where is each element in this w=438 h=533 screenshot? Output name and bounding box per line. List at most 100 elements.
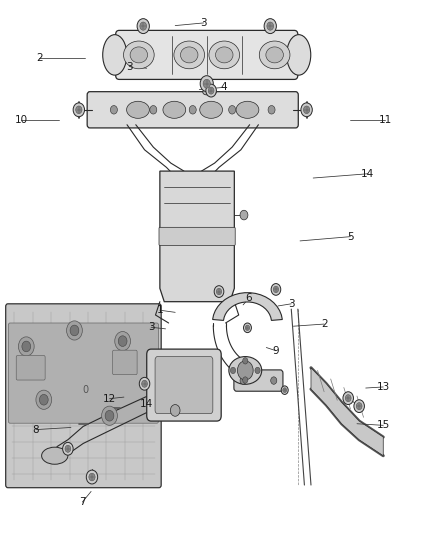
Circle shape — [118, 336, 127, 346]
Text: 12: 12 — [103, 394, 116, 403]
Ellipse shape — [163, 101, 186, 118]
FancyBboxPatch shape — [6, 304, 161, 488]
Text: 5: 5 — [347, 232, 354, 241]
Text: 10: 10 — [14, 116, 28, 125]
Circle shape — [102, 406, 117, 425]
Circle shape — [240, 210, 248, 220]
FancyBboxPatch shape — [159, 227, 235, 245]
Circle shape — [240, 377, 246, 384]
Ellipse shape — [209, 41, 240, 69]
FancyBboxPatch shape — [206, 90, 216, 93]
Ellipse shape — [180, 47, 198, 63]
Circle shape — [230, 367, 236, 374]
Circle shape — [63, 442, 73, 455]
FancyBboxPatch shape — [16, 356, 45, 380]
Circle shape — [216, 288, 222, 295]
Text: 14: 14 — [361, 169, 374, 179]
Text: 7: 7 — [79, 497, 86, 507]
Circle shape — [283, 388, 286, 392]
Text: 3: 3 — [148, 322, 155, 332]
Circle shape — [70, 325, 79, 336]
Circle shape — [267, 22, 274, 30]
Ellipse shape — [266, 47, 283, 63]
Circle shape — [39, 394, 48, 405]
Circle shape — [245, 325, 250, 330]
FancyBboxPatch shape — [234, 370, 283, 391]
Circle shape — [304, 106, 310, 114]
Circle shape — [264, 19, 276, 34]
FancyBboxPatch shape — [87, 92, 298, 128]
Circle shape — [206, 84, 216, 97]
Text: 2: 2 — [36, 53, 43, 62]
Circle shape — [200, 76, 213, 92]
Circle shape — [150, 106, 157, 114]
Text: 3: 3 — [288, 299, 295, 309]
Circle shape — [105, 410, 114, 421]
Circle shape — [89, 473, 95, 481]
Text: 9: 9 — [272, 346, 279, 356]
Ellipse shape — [203, 90, 211, 95]
Circle shape — [229, 106, 236, 114]
Circle shape — [301, 103, 312, 117]
Polygon shape — [212, 293, 283, 320]
Circle shape — [356, 402, 362, 410]
FancyBboxPatch shape — [155, 357, 213, 414]
Circle shape — [139, 377, 150, 390]
Circle shape — [203, 79, 210, 88]
Circle shape — [244, 323, 251, 333]
Text: 13: 13 — [377, 382, 390, 392]
Ellipse shape — [236, 101, 259, 118]
Polygon shape — [311, 368, 383, 456]
Ellipse shape — [229, 357, 262, 384]
Circle shape — [22, 341, 31, 352]
Polygon shape — [160, 171, 234, 302]
Text: 1: 1 — [156, 305, 163, 315]
Circle shape — [170, 405, 180, 416]
Circle shape — [141, 380, 148, 387]
Circle shape — [273, 286, 279, 293]
Text: 4: 4 — [220, 83, 227, 92]
Ellipse shape — [124, 41, 154, 69]
Circle shape — [140, 22, 147, 30]
Circle shape — [18, 337, 34, 356]
Text: 3: 3 — [126, 62, 133, 71]
Ellipse shape — [286, 35, 311, 75]
Text: 8: 8 — [32, 425, 39, 434]
Circle shape — [343, 392, 353, 405]
Circle shape — [237, 361, 253, 380]
Circle shape — [110, 106, 117, 114]
Ellipse shape — [200, 101, 223, 118]
Circle shape — [268, 106, 275, 114]
Circle shape — [189, 106, 196, 114]
Ellipse shape — [102, 35, 127, 75]
FancyBboxPatch shape — [113, 350, 137, 375]
Ellipse shape — [130, 47, 148, 63]
Circle shape — [208, 87, 214, 94]
Circle shape — [36, 390, 52, 409]
Circle shape — [65, 445, 71, 453]
Circle shape — [73, 103, 85, 117]
Circle shape — [281, 386, 288, 394]
Circle shape — [243, 358, 248, 364]
Circle shape — [67, 321, 82, 340]
Circle shape — [345, 394, 351, 402]
Circle shape — [137, 19, 149, 34]
Text: 6: 6 — [245, 294, 252, 303]
Text: 2: 2 — [321, 319, 328, 329]
Text: 14: 14 — [140, 399, 153, 409]
Circle shape — [115, 332, 131, 351]
FancyBboxPatch shape — [116, 30, 298, 79]
Circle shape — [271, 284, 281, 295]
Text: 0: 0 — [82, 385, 88, 395]
Text: 3: 3 — [200, 18, 207, 28]
Circle shape — [76, 106, 82, 114]
Text: 15: 15 — [377, 421, 390, 430]
Ellipse shape — [215, 47, 233, 63]
Ellipse shape — [174, 41, 205, 69]
FancyBboxPatch shape — [8, 323, 159, 423]
Circle shape — [214, 286, 224, 297]
Ellipse shape — [259, 41, 290, 69]
Circle shape — [255, 367, 260, 374]
Circle shape — [86, 470, 98, 484]
Text: 11: 11 — [379, 116, 392, 125]
